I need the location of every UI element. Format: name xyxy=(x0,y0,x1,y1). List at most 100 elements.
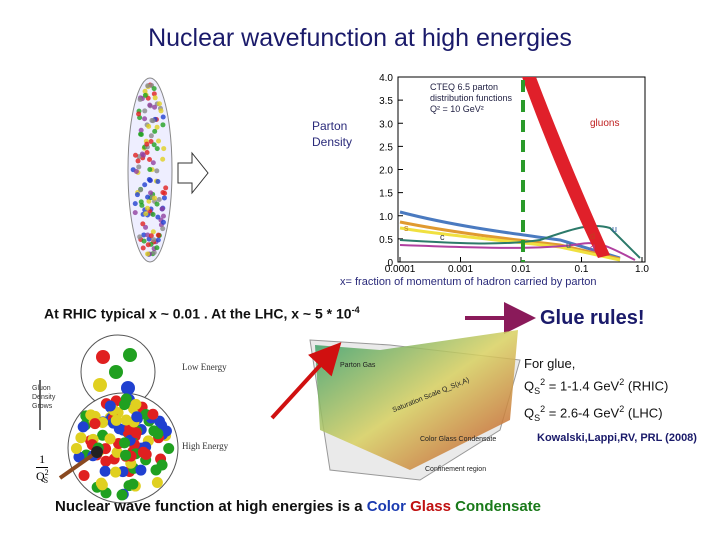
parton xyxy=(151,250,157,256)
parton xyxy=(154,245,160,251)
x-tick-label: 1.0 xyxy=(635,264,649,275)
q: Q xyxy=(524,378,535,394)
parton xyxy=(150,212,156,218)
y-tick-label: 4.0 xyxy=(379,73,393,84)
gluon xyxy=(75,432,87,444)
parton xyxy=(160,219,166,225)
curve xyxy=(399,220,621,261)
parton xyxy=(142,92,148,98)
gluon xyxy=(123,348,137,362)
gluon xyxy=(73,451,85,463)
gluon xyxy=(110,466,122,478)
parton xyxy=(146,177,152,183)
condensate-word: Condensate xyxy=(455,498,542,515)
curve-label: d xyxy=(590,231,596,241)
legend-text: Q² = 10 GeV² xyxy=(430,104,484,114)
sup: 2 xyxy=(619,377,625,387)
parton xyxy=(151,142,157,148)
gluon xyxy=(104,400,116,412)
parton xyxy=(148,190,154,196)
parton xyxy=(145,83,151,89)
label: Density xyxy=(312,135,353,149)
gluon xyxy=(96,479,108,491)
x-tick-label: 0.1 xyxy=(575,264,589,275)
gluon xyxy=(120,393,132,405)
y-tick-label: 1.5 xyxy=(379,189,393,200)
parton xyxy=(142,108,148,114)
curve xyxy=(399,242,636,261)
parton xyxy=(155,214,161,220)
gluon xyxy=(85,409,97,421)
parton xyxy=(147,156,153,162)
x-tick-label: 0.01 xyxy=(511,264,531,275)
parton xyxy=(156,138,162,144)
parton xyxy=(159,206,165,212)
sup: 2 xyxy=(619,403,625,414)
gluon xyxy=(78,469,90,481)
parton xyxy=(161,195,167,201)
parton xyxy=(148,233,154,239)
parton xyxy=(142,182,148,188)
parton xyxy=(143,211,149,217)
gluon xyxy=(89,418,101,430)
parton xyxy=(151,237,157,243)
parton xyxy=(133,168,139,174)
probe xyxy=(91,446,103,458)
parton xyxy=(144,149,150,155)
sub: S xyxy=(534,385,541,396)
parton xyxy=(133,152,139,158)
rhic-lhc: At RHIC typical x ~ 0.01 . At the LHC, x… xyxy=(44,305,360,322)
color-word: Color xyxy=(366,498,406,515)
parton xyxy=(134,192,140,198)
title: Nuclear wavefunction at high energies xyxy=(148,24,572,52)
gluons xyxy=(70,348,175,501)
x-caption: x= fraction of momentum of hadron carrie… xyxy=(340,276,597,288)
parton xyxy=(136,164,142,170)
gluon xyxy=(111,446,123,458)
gluon xyxy=(130,398,142,410)
tail: (RHIC) xyxy=(624,378,669,394)
parton xyxy=(160,122,166,128)
parton xyxy=(146,123,152,129)
parton xyxy=(152,128,158,134)
gluon xyxy=(119,437,131,449)
parton xyxy=(137,234,143,240)
sub: S xyxy=(43,476,49,486)
y-tick-label: 1.0 xyxy=(379,212,393,223)
heading: For glue, xyxy=(524,356,576,371)
low-label: Low Energy xyxy=(182,362,227,372)
sup: 2 xyxy=(540,377,546,387)
gluon xyxy=(131,411,143,423)
label: Gluon xyxy=(32,385,51,392)
gluon xyxy=(127,478,139,490)
parton xyxy=(150,118,156,124)
gluon xyxy=(96,350,110,364)
curve-label: u xyxy=(566,240,572,250)
parton xyxy=(160,114,166,120)
plot-ticks: 4.0 3.5 3.0 2.5 2.0 1.5 1.0 0.5 00.0001 0.001 0.01… xyxy=(379,73,649,275)
parton xyxy=(158,108,164,114)
gluon xyxy=(110,414,122,426)
parton xyxy=(136,111,142,117)
parton xyxy=(140,152,146,158)
parton xyxy=(135,158,141,164)
parton xyxy=(144,141,150,147)
parton xyxy=(142,116,148,122)
qs-line: QS2 = 1-1.4 GeV2 (RHIC) xyxy=(524,373,668,400)
glue-rules: Glue rules! xyxy=(540,307,645,329)
value: = 2.6-4 GeV xyxy=(545,405,620,421)
parton xyxy=(150,160,156,166)
gluon-label: gluons xyxy=(590,118,620,129)
parton xyxy=(151,91,157,97)
partons xyxy=(130,82,169,257)
parton xyxy=(145,251,151,257)
gluon xyxy=(109,365,123,379)
x-tick-label: 0.001 xyxy=(448,264,473,275)
gluon xyxy=(93,378,107,392)
sup: 2 xyxy=(44,468,49,477)
parton xyxy=(152,195,158,201)
parton xyxy=(138,199,144,205)
sup: 2 xyxy=(540,403,546,414)
parton xyxy=(160,156,166,162)
